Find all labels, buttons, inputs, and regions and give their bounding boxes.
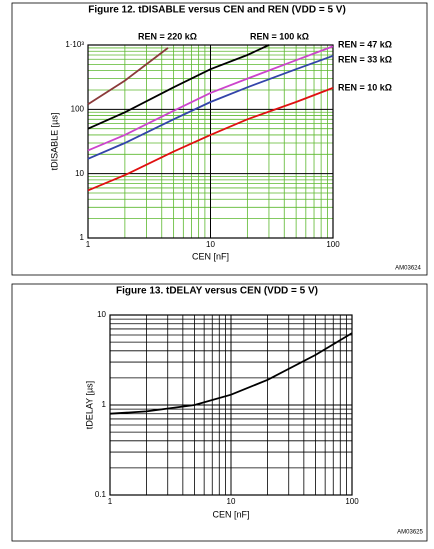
series-label: REN = 47 kΩ <box>338 39 392 49</box>
plot-frame <box>87 44 334 239</box>
series-label: REN = 10 kΩ <box>338 82 392 92</box>
series-label: REN = 220 kΩ <box>138 31 197 41</box>
figure-frame <box>11 283 428 542</box>
chart-title: Figure 12. tDISABLE versus CEN and REN (… <box>88 5 346 16</box>
data-line <box>87 54 334 160</box>
y-axis-label: tDISABLE [µs] <box>49 113 59 171</box>
y-tick-label: 100 <box>71 104 85 113</box>
footnote: AM03624 <box>395 266 421 272</box>
x-tick-label: 100 <box>345 497 359 506</box>
x-tick-label: 1 <box>86 240 91 249</box>
series-label: REN = 33 kΩ <box>338 54 392 64</box>
series-label: REN = 100 kΩ <box>250 31 309 41</box>
x-axis-label: CEN [nF] <box>212 509 249 519</box>
data-line <box>87 47 169 105</box>
x-tick-label: 10 <box>206 240 215 249</box>
figure-frame <box>11 2 428 276</box>
y-tick-label: 1 <box>80 233 85 242</box>
footnote: AM03625 <box>397 530 423 536</box>
y-tick-label: 1·10³ <box>65 40 84 49</box>
data-line <box>87 44 270 130</box>
data-line <box>109 332 353 415</box>
y-tick-label: 0.1 <box>95 490 107 499</box>
y-axis-label: tDELAY [µs] <box>84 381 94 429</box>
y-tick-label: 10 <box>75 169 84 178</box>
y-tick-label: 10 <box>97 310 106 319</box>
chart-title: Figure 13. tDELAY versus CEN (VDD = 5 V) <box>116 286 318 297</box>
x-tick-label: 100 <box>326 240 340 249</box>
x-tick-label: 10 <box>227 497 236 506</box>
data-line <box>87 87 334 192</box>
data-line <box>87 45 334 152</box>
plot-frame <box>109 314 353 496</box>
y-tick-label: 1 <box>102 400 107 409</box>
x-axis-label: CEN [nF] <box>192 251 229 261</box>
x-tick-label: 1 <box>108 497 113 506</box>
